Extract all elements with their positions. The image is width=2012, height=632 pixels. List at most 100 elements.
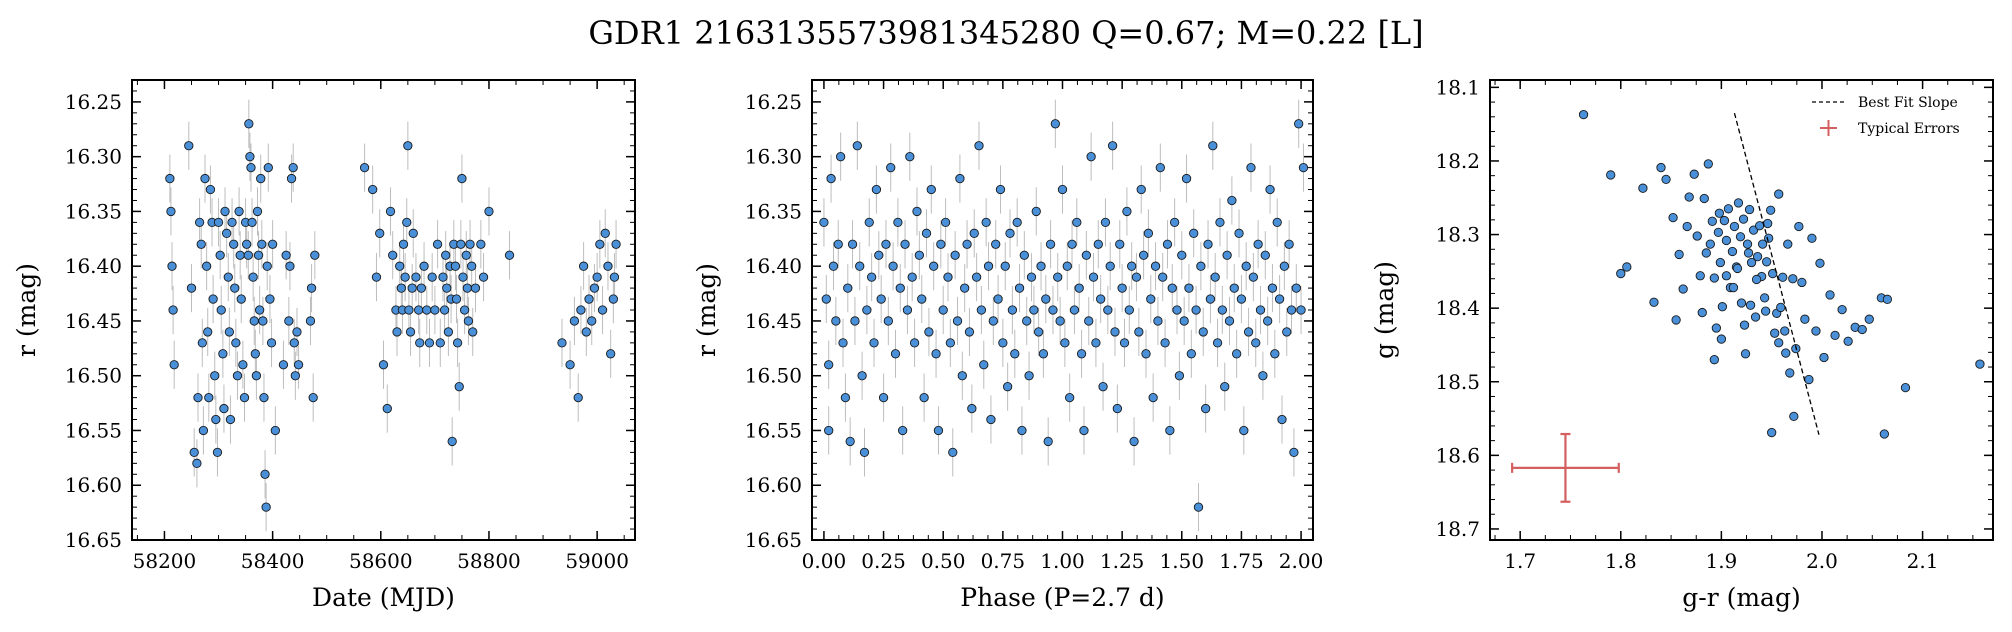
data-point [450,261,461,271]
data-point [398,239,409,249]
data-point [1738,214,1749,224]
data-point [248,272,258,282]
data-point [1638,183,1648,193]
data-point [1024,371,1034,381]
data-points [165,119,621,512]
data-point [166,206,176,217]
x-axis-label: Phase (P=2.7 d) [960,583,1164,612]
data-point [222,228,232,238]
x-axis-label: Date (MJD) [312,583,455,612]
data-point [457,173,467,184]
y-tick-label: 16.45 [65,309,122,333]
data-point [1721,235,1732,246]
y-tick-label: 16.40 [745,254,802,278]
data-point [1022,316,1032,326]
data-point [1091,338,1101,348]
data-point [267,239,278,249]
data-point [943,272,953,282]
data-point [869,338,879,348]
data-point [1239,425,1249,436]
data-point [451,294,462,304]
data-point [1053,272,1063,282]
data-point [988,316,998,326]
data-point [1697,307,1707,318]
data-point [435,338,445,348]
errorbars [169,99,617,532]
data-point [203,327,213,337]
data-point [1900,382,1911,393]
data-point [1815,258,1825,268]
data-point [204,392,214,403]
data-point [1291,283,1301,293]
data-point [821,294,831,304]
data-point [359,162,370,173]
data-point [1674,249,1684,260]
data-point [864,217,874,228]
y-tick-label: 16.30 [745,145,802,169]
data-point [461,250,471,260]
data-point [1155,162,1165,173]
data-point [243,250,253,260]
data-point [306,283,317,293]
data-point [569,316,580,326]
data-point [1234,228,1244,238]
data-point [940,217,951,228]
data-point [1062,261,1072,271]
data-point [371,272,382,282]
y-tick-label: 16.35 [65,199,122,223]
x-ticks: 0.00 0.25 0.50 0.75 1.00 1.25 1.50 1.75 2.00 [802,80,1323,573]
data-point [1606,170,1616,180]
data-point [1298,162,1309,173]
data-point [1191,305,1201,315]
data-point [1093,239,1103,249]
data-point [1184,283,1194,293]
data-point [234,206,244,217]
data-point [1830,330,1840,341]
data-point [290,371,300,381]
data-point [411,272,421,282]
data-point [1127,261,1137,271]
data-point [1751,274,1762,285]
data-point [1296,305,1306,315]
data-point [1746,257,1757,268]
data-point [969,228,979,238]
data-point [402,217,412,228]
data-point [1198,327,1208,337]
data-point [1010,349,1020,359]
data-point [1759,293,1770,303]
data-point [168,305,178,315]
data-point [1136,184,1146,195]
fit-and-errors [1511,112,1820,503]
data-point [459,305,470,315]
data-point [1709,355,1719,365]
data-point [1282,327,1292,337]
data-point [565,360,575,370]
data-point [1134,327,1144,337]
data-point [991,239,1001,249]
data-point [1236,294,1247,304]
data-point [1825,290,1835,300]
data-point [938,305,948,315]
data-point [835,152,846,162]
data-point [416,283,427,293]
data-point [192,458,202,468]
y-tick-label: 16.60 [65,473,122,497]
data-point [211,414,221,425]
data-point [855,261,865,271]
data-point [1774,189,1784,199]
data-point [890,349,901,359]
data-point [1656,162,1666,173]
x-tick-label: 2.0 [1806,549,1838,573]
y-tick-label: 16.25 [65,90,122,114]
data-point [597,305,608,315]
data-point [239,392,250,403]
data-point [1072,217,1082,228]
data-point [898,425,908,436]
data-point [1165,425,1175,436]
data-point [1158,272,1168,282]
x-tick-label: 58600 [349,549,413,573]
data-point [584,294,594,304]
data-point [1715,257,1726,268]
data-point [1067,239,1077,249]
